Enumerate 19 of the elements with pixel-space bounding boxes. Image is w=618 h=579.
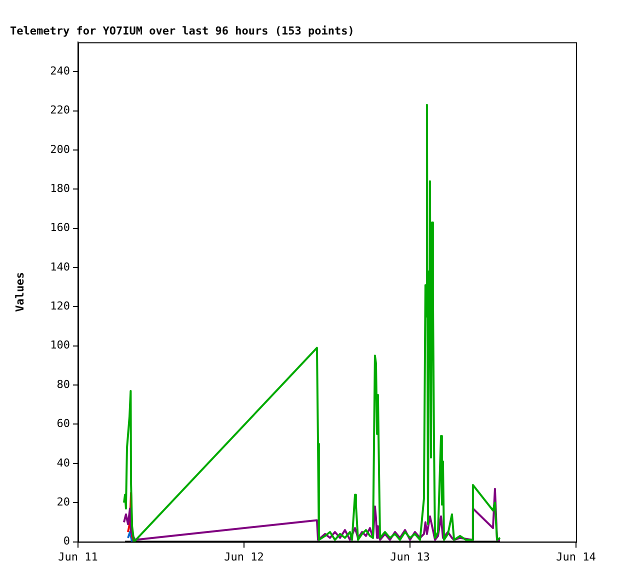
y-tick-label: 140 <box>50 260 70 274</box>
y-tick-label: 0 <box>63 534 70 548</box>
y-tick-label: 120 <box>50 300 70 313</box>
x-tick-label: Jun 11 <box>58 550 98 564</box>
y-tick-label: 180 <box>50 182 70 195</box>
y-tick-label: 100 <box>50 338 70 352</box>
y-tick-label: 20 <box>56 495 70 508</box>
y-tick-label: 160 <box>50 221 70 234</box>
y-tick-label: 200 <box>50 142 70 156</box>
y-tick-label: 60 <box>56 417 70 430</box>
y-tick-label: 240 <box>50 64 70 78</box>
y-tick-label: 80 <box>56 378 70 391</box>
y-axis-title: Values <box>13 272 26 312</box>
x-tick-label: Jun 12 <box>224 550 264 564</box>
chart-title: Telemetry for YO7IUM over last 96 hours (153 points) <box>10 24 354 38</box>
y-tick-label: 40 <box>56 456 70 470</box>
y-tick-label: 220 <box>50 104 70 117</box>
x-tick-label: Jun 14 <box>556 550 596 564</box>
x-tick-label: Jun 13 <box>390 550 430 564</box>
